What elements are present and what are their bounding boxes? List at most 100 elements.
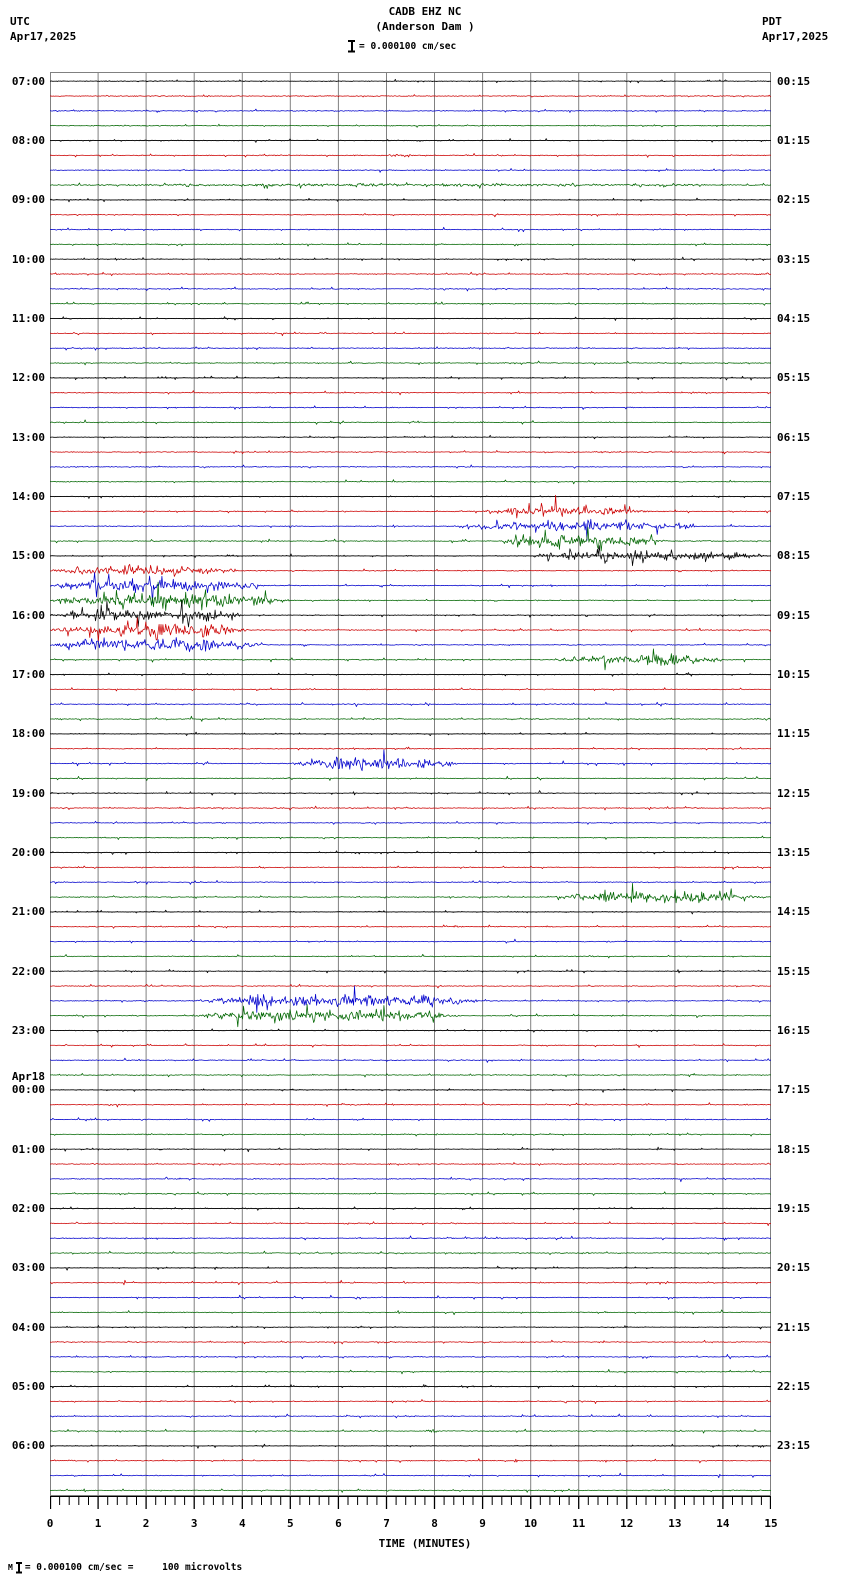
trace [50, 1250, 771, 1256]
x-tick-label-15: 15 [764, 1517, 778, 1530]
trace [50, 581, 771, 611]
trace [50, 360, 771, 366]
x-tick-label-10: 10 [524, 1517, 538, 1530]
utc-date-label: Apr17,2025 [10, 30, 77, 43]
utc-timezone-label: UTC [10, 15, 30, 28]
pdt-timezone-label: PDT [762, 15, 782, 28]
trace [50, 865, 771, 870]
hour-label-right-7: 07:15 [777, 490, 811, 503]
trace [50, 637, 771, 653]
hour-label-right-21: 21:15 [777, 1320, 811, 1334]
pdt-header: PDT Apr17,2025 [762, 14, 828, 44]
hour-label-left-18: 01:00 [11, 1142, 45, 1156]
trace [50, 1132, 771, 1137]
trace [50, 883, 771, 904]
hour-label-right-0: 00:15 [777, 74, 811, 88]
hour-label-left-6: 13:00 [11, 430, 45, 444]
hour-label-left-2: 09:00 [11, 193, 45, 207]
footer-scale-label: = 0.000100 cm/sec = 100 microvolts [24, 1562, 243, 1573]
trace [50, 983, 771, 989]
hour-label-left-17: 00:00 [11, 1083, 45, 1097]
trace [50, 924, 771, 929]
hour-label-right-17: 17:15 [777, 1083, 811, 1097]
hour-label-right-4: 04:15 [777, 312, 811, 325]
trace [50, 1354, 771, 1360]
trace [50, 1176, 771, 1183]
hour-label-left-15: 22:00 [11, 964, 45, 978]
trace [50, 271, 771, 277]
trace [50, 242, 771, 247]
x-tick-label-13: 13 [668, 1517, 682, 1530]
date-rollover-label: Apr18 [11, 1070, 45, 1084]
hour-label-right-14: 14:15 [777, 905, 811, 919]
hour-label-left-23: 06:00 [11, 1439, 45, 1453]
trace [50, 715, 771, 722]
hour-label-right-1: 01:15 [777, 134, 811, 147]
scale-bar-icon [348, 40, 355, 52]
trace [50, 1472, 771, 1479]
trace [50, 419, 771, 425]
amplitude-scale-legend: = 0.000100 cm/sec [348, 40, 456, 52]
trace [50, 1458, 771, 1464]
hour-label-right-2: 02:15 [777, 193, 811, 207]
trace [50, 1488, 771, 1493]
trace [50, 450, 771, 455]
trace [50, 1235, 771, 1241]
trace [50, 1413, 771, 1419]
seismogram-canvas[interactable] [50, 72, 771, 1496]
trace [50, 94, 771, 98]
amplitude-scale-label: = 0.000100 cm/sec [359, 40, 457, 52]
x-tick-label-1: 1 [94, 1517, 102, 1530]
trace [50, 938, 771, 944]
trace [50, 572, 771, 604]
hour-label-left-8: 15:00 [11, 549, 45, 563]
hour-label-right-10: 10:15 [777, 668, 811, 681]
trace [50, 880, 771, 885]
trace [50, 746, 771, 751]
trace [50, 479, 771, 485]
x-tick-label-3: 3 [190, 1517, 198, 1530]
hour-label-left-7: 14:00 [11, 490, 45, 503]
trace [50, 805, 771, 811]
trace [50, 518, 771, 541]
hour-label-left-20: 03:00 [11, 1261, 45, 1275]
hour-label-right-3: 03:15 [777, 252, 811, 266]
trace [50, 168, 771, 173]
hour-label-left-5: 12:00 [11, 371, 45, 385]
trace [50, 464, 771, 469]
hour-label-left-9: 16:00 [11, 608, 45, 622]
trace [50, 1279, 771, 1286]
x-tick-label-14: 14 [716, 1517, 730, 1530]
hour-label-right-6: 06:15 [777, 430, 811, 444]
helicorder-plot[interactable] [50, 72, 771, 1496]
hour-label-right-9: 09:15 [777, 608, 811, 622]
trace [50, 1294, 771, 1300]
trace [50, 213, 771, 218]
trace [50, 985, 771, 1013]
utc-header: UTC Apr17,2025 [10, 14, 76, 44]
x-tick-label-5: 5 [286, 1517, 294, 1530]
trace [50, 390, 771, 396]
trace [50, 701, 771, 707]
trace [50, 108, 771, 113]
hour-label-right-11: 11:15 [777, 727, 811, 741]
hour-label-right-15: 15:15 [777, 964, 811, 978]
station-name-label: (Anderson Dam ) [375, 20, 475, 33]
trace [50, 835, 771, 840]
trace [50, 953, 771, 959]
hour-label-right-19: 19:15 [777, 1202, 811, 1215]
hour-label-left-1: 08:00 [11, 134, 45, 147]
trace [50, 1369, 771, 1375]
hour-label-left-4: 11:00 [11, 312, 45, 325]
hour-label-left-13: 20:00 [11, 846, 45, 859]
time-axis [49, 1496, 772, 1526]
hour-label-left-0: 07:00 [11, 74, 45, 88]
trace [50, 648, 771, 671]
hour-label-left-21: 04:00 [11, 1320, 45, 1334]
pdt-date-label: Apr17,2025 [762, 30, 829, 43]
time-axis-ticks [49, 1496, 772, 1509]
trace [50, 1073, 771, 1078]
hour-label-left-10: 17:00 [11, 668, 45, 681]
hour-label-right-13: 13:15 [777, 846, 811, 859]
x-tick-label-8: 8 [431, 1517, 438, 1530]
